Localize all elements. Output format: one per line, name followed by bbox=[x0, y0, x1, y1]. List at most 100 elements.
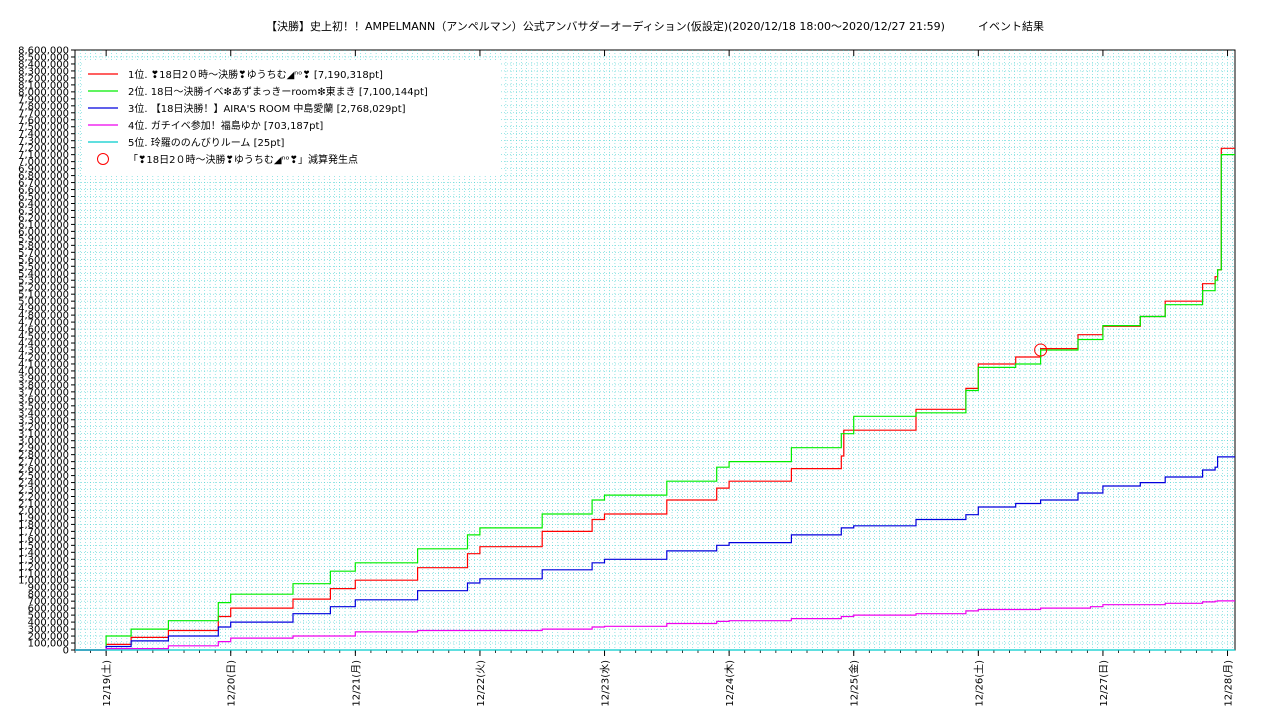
y-tick-label: 7,700,000 bbox=[18, 108, 69, 119]
y-tick-label: 4,200,000 bbox=[18, 352, 69, 363]
y-tick-label: 6,300,000 bbox=[18, 206, 69, 217]
y-tick-label: 2,100,000 bbox=[18, 499, 69, 510]
y-tick-label: 300,000 bbox=[28, 625, 69, 636]
y-tick-label: 4,500,000 bbox=[18, 332, 69, 343]
y-tick-label: 3,900,000 bbox=[18, 373, 69, 384]
y-tick-label: 3,100,000 bbox=[18, 429, 69, 440]
x-tick-label: 12/21(月) bbox=[350, 660, 362, 707]
y-tick-label: 2,400,000 bbox=[18, 478, 69, 489]
y-tick-label: 5,600,000 bbox=[18, 255, 69, 266]
y-tick-label: 3,000,000 bbox=[18, 436, 69, 447]
y-tick-label: 2,900,000 bbox=[18, 443, 69, 454]
y-tick-label: 2,000,000 bbox=[18, 506, 69, 517]
y-tick-label: 8,300,000 bbox=[18, 66, 69, 77]
legend-label: 4位. ガチイベ参加！福島ゆか [703,187pt] bbox=[128, 119, 323, 132]
series-lines bbox=[75, 147, 1235, 651]
y-tick-label: 5,100,000 bbox=[18, 290, 69, 301]
series-line-2 bbox=[75, 154, 1235, 651]
y-tick-label: 200,000 bbox=[28, 632, 69, 643]
y-tick-label: 4,900,000 bbox=[18, 304, 69, 315]
y-tick-label: 6,800,000 bbox=[18, 171, 69, 182]
y-tick-label: 2,200,000 bbox=[18, 492, 69, 503]
x-tick-label: 12/28(月) bbox=[1223, 660, 1235, 707]
y-tick-label: 7,200,000 bbox=[18, 143, 69, 154]
y-tick-label: 7,600,000 bbox=[18, 115, 69, 126]
y-tick-label: 7,500,000 bbox=[18, 122, 69, 133]
y-tick-label: 1,600,000 bbox=[18, 534, 69, 545]
legend-marker bbox=[97, 153, 109, 165]
y-tick-label: 3,500,000 bbox=[18, 401, 69, 412]
y-tick-label: 7,100,000 bbox=[18, 150, 69, 161]
legend-label: 1位. ❣18日2０時〜決勝❣ゆうちむ◢ⁿᵒ❣ [7,190,318pt] bbox=[128, 68, 383, 81]
y-tick-label: 1,900,000 bbox=[18, 513, 69, 524]
y-tick-label: 400,000 bbox=[28, 618, 69, 629]
y-tick-label: 6,700,000 bbox=[18, 178, 69, 189]
y-tick-label: 8,200,000 bbox=[18, 73, 69, 84]
x-tick-label: 12/20(日) bbox=[227, 660, 238, 707]
y-tick-label: 7,000,000 bbox=[18, 157, 69, 168]
legend: 1位. ❣18日2０時〜決勝❣ゆうちむ◢ⁿᵒ❣ [7,190,318pt] 2位.… bbox=[83, 62, 501, 176]
y-tick-label: 5,400,000 bbox=[18, 269, 69, 280]
legend-label: 3位. 【18日決勝！】AIRA'S ROOM 中島愛蘭 [2,768,029p… bbox=[128, 102, 406, 115]
y-tick-label: 4,000,000 bbox=[18, 366, 69, 377]
y-tick-label: 8,400,000 bbox=[18, 59, 69, 70]
x-tick-label: 12/27(日) bbox=[1099, 660, 1110, 707]
y-tick-label: 2,600,000 bbox=[18, 464, 69, 475]
legend-label: 2位. 18日〜決勝イベ❇あずまっきーroom❇東まき [7,100,144pt… bbox=[128, 85, 428, 98]
legend-box bbox=[83, 62, 501, 176]
y-tick-label: 1,300,000 bbox=[18, 555, 69, 566]
y-tick-label: 1,500,000 bbox=[18, 541, 69, 552]
y-tick-label: 2,800,000 bbox=[18, 450, 69, 461]
y-tick-label: 1,800,000 bbox=[18, 520, 69, 531]
y-tick-label: 1,000,000 bbox=[18, 576, 69, 587]
y-tick-label: 7,300,000 bbox=[18, 136, 69, 147]
x-tick-label: 12/22(火) bbox=[475, 660, 487, 707]
y-tick-label: 500,000 bbox=[28, 611, 69, 622]
y-tick-label: 4,800,000 bbox=[18, 311, 69, 322]
y-tick-label: 7,900,000 bbox=[18, 94, 69, 105]
chart-title: 【決勝】史上初！！AMPELMANN（アンペルマン）公式アンバサダーオーディショ… bbox=[266, 19, 1044, 33]
y-tick-label: 6,500,000 bbox=[18, 192, 69, 203]
y-tick-label: 5,200,000 bbox=[18, 283, 69, 294]
y-tick-label: 600,000 bbox=[28, 604, 69, 615]
y-tick-label: 0 bbox=[63, 646, 69, 657]
y-tick-label: 1,700,000 bbox=[18, 527, 69, 538]
y-tick-label: 8,500,000 bbox=[18, 52, 69, 63]
y-tick-label: 3,200,000 bbox=[18, 422, 69, 433]
x-tick-label: 12/23(水) bbox=[600, 660, 612, 707]
y-tick-label: 6,600,000 bbox=[18, 185, 69, 196]
y-tick-label: 4,700,000 bbox=[18, 318, 69, 329]
y-tick-label: 8,600,000 bbox=[18, 46, 69, 57]
x-axis: 12/19(土) 12/20(日) 12/21(月) 12/22(火) 12/23(水)… bbox=[74, 50, 1235, 707]
x-tick-label: 12/26(土) bbox=[972, 660, 985, 707]
y-tick-label: 3,600,000 bbox=[18, 394, 69, 405]
y-tick-label: 4,400,000 bbox=[18, 339, 69, 350]
y-tick-label: 6,100,000 bbox=[18, 220, 69, 231]
y-tick-label: 6,900,000 bbox=[18, 164, 69, 175]
y-tick-label: 2,500,000 bbox=[18, 471, 69, 482]
y-tick-label: 100,000 bbox=[28, 639, 69, 650]
y-tick-label: 5,800,000 bbox=[18, 241, 69, 252]
y-tick-label: 4,100,000 bbox=[18, 359, 69, 370]
y-tick-label: 2,300,000 bbox=[18, 485, 69, 496]
y-tick-label: 5,500,000 bbox=[18, 262, 69, 273]
y-tick-label: 4,600,000 bbox=[18, 325, 69, 336]
y-tick-label: 5,900,000 bbox=[18, 234, 69, 245]
y-tick-label: 6,200,000 bbox=[18, 213, 69, 224]
y-tick-label: 4,300,000 bbox=[18, 346, 69, 357]
series-line-4 bbox=[75, 600, 1235, 651]
y-tick-label: 5,700,000 bbox=[18, 248, 69, 259]
x-tick-label: 12/24(木) bbox=[724, 660, 736, 707]
y-tick-label: 800,000 bbox=[28, 590, 69, 601]
y-tick-label: 900,000 bbox=[28, 583, 69, 594]
y-tick-label: 1,100,000 bbox=[18, 569, 69, 580]
y-tick-label: 3,700,000 bbox=[18, 387, 69, 398]
decrease-point-marker bbox=[1034, 343, 1048, 357]
x-tick-label: 12/19(土) bbox=[100, 660, 113, 707]
y-tick-label: 3,400,000 bbox=[18, 408, 69, 419]
y-tick-label: 700,000 bbox=[28, 597, 69, 608]
annotation-marker bbox=[1034, 343, 1048, 357]
y-tick-label: 1,400,000 bbox=[18, 548, 69, 559]
legend-label: 「❣18日2０時〜決勝❣ゆうちむ◢ⁿᵒ❣」減算発生点 bbox=[128, 153, 358, 166]
